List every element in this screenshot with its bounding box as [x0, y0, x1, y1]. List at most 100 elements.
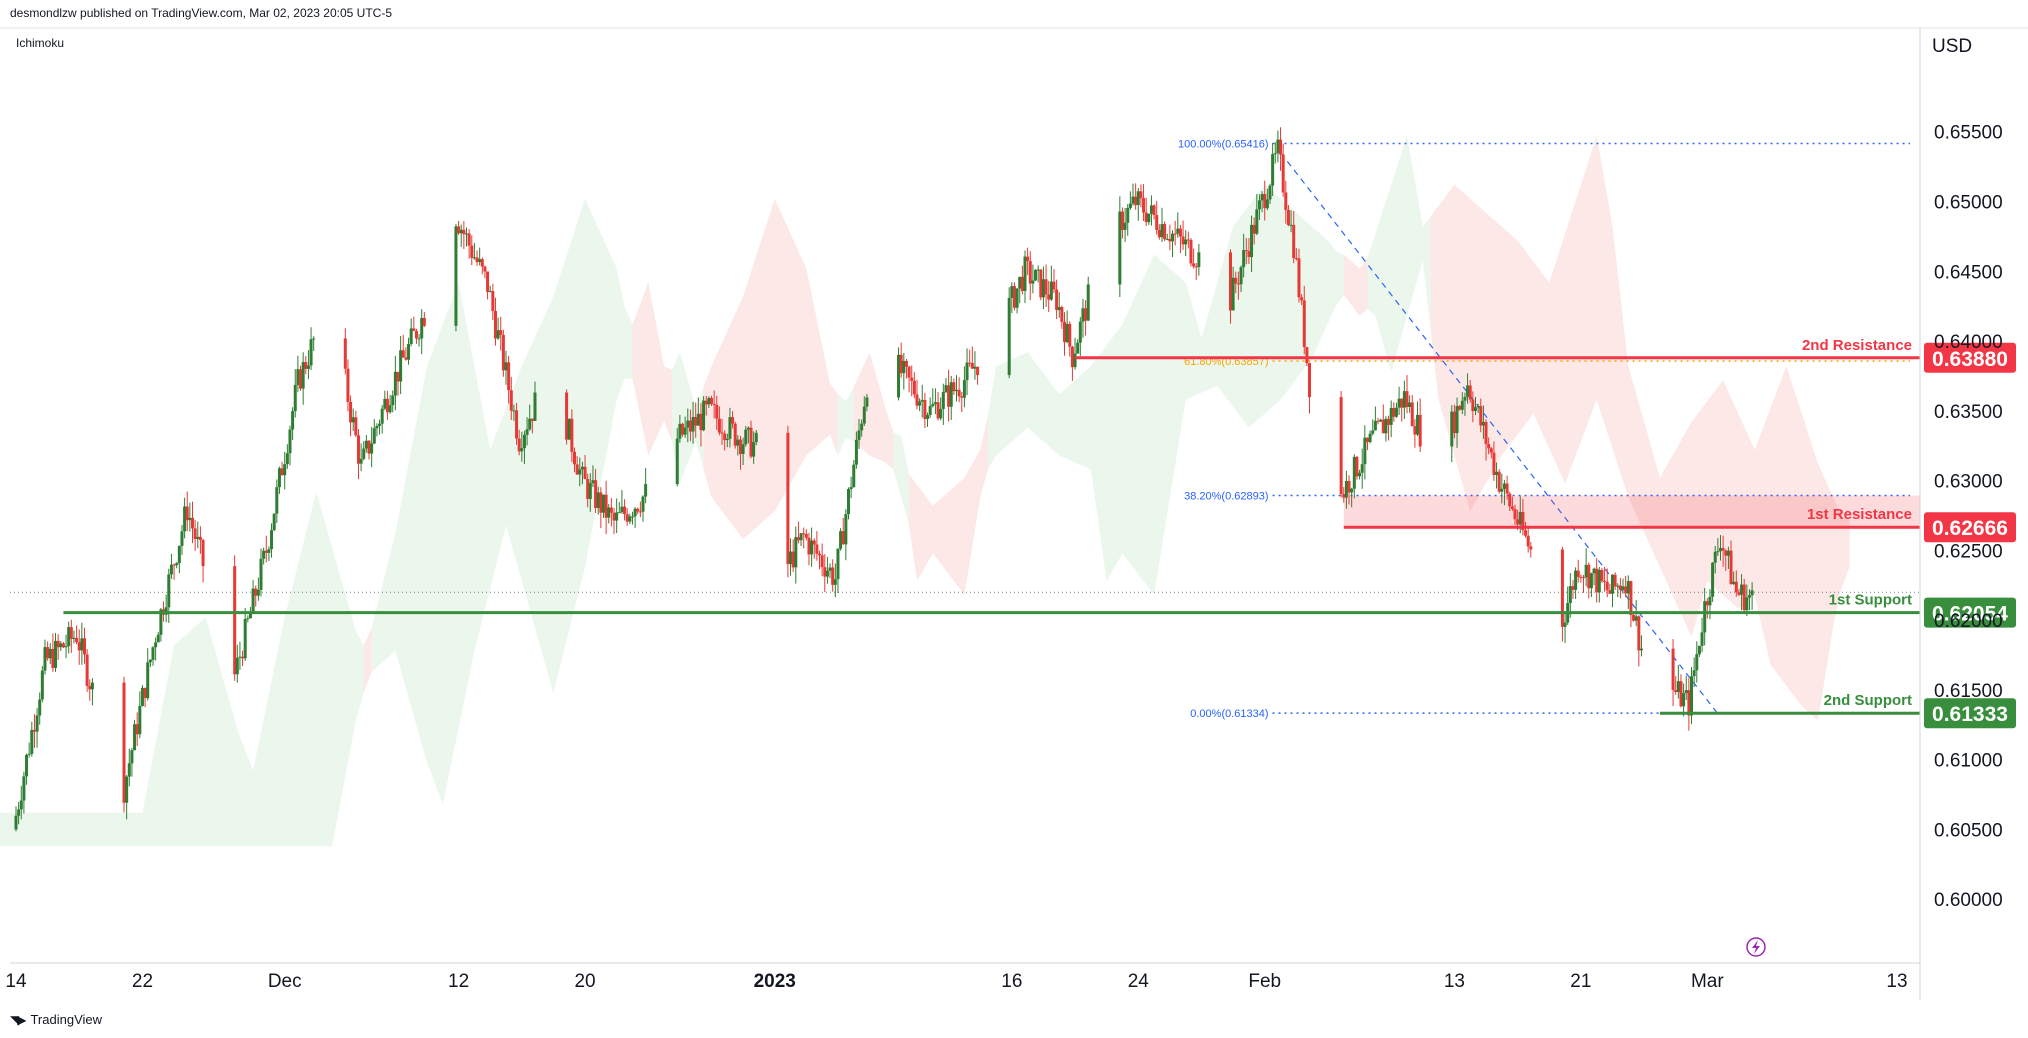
cloud-green	[0, 491, 364, 847]
candle-body	[1300, 297, 1304, 301]
candle-body	[198, 536, 202, 540]
candle-388	[1384, 416, 1388, 442]
candle-328	[1168, 224, 1172, 251]
candle-455	[1618, 578, 1622, 599]
candle-body	[754, 432, 758, 443]
candle-body	[40, 670, 44, 700]
candle-68	[251, 579, 255, 613]
candle-body	[823, 567, 827, 577]
candle-body	[1078, 321, 1082, 343]
candle-body	[1134, 196, 1138, 206]
candle-body	[623, 506, 627, 515]
candle-475	[1700, 617, 1704, 653]
candle-body	[804, 533, 808, 538]
candle-193	[696, 397, 700, 426]
candle-body	[1397, 398, 1401, 408]
candle-body	[301, 362, 305, 389]
candle-420	[1497, 469, 1501, 494]
candle-307	[1084, 300, 1088, 336]
candle-body	[404, 357, 408, 360]
candle-387	[1381, 404, 1385, 434]
candle-160	[580, 461, 584, 485]
candle-319	[1144, 197, 1148, 227]
candle-141	[501, 329, 505, 377]
candle-103	[372, 419, 376, 445]
candle-314	[1131, 183, 1135, 206]
candle-body	[1687, 690, 1691, 716]
candle-body	[27, 753, 31, 755]
candle-body	[51, 648, 55, 668]
candle-238	[844, 509, 848, 561]
candle-101	[367, 439, 371, 460]
candle-body	[38, 699, 42, 716]
candle-body	[462, 229, 466, 235]
candle-body	[1705, 601, 1709, 606]
candle-body	[1513, 508, 1517, 520]
candle-363	[1289, 210, 1293, 233]
candle-224	[807, 532, 811, 566]
candle-132	[478, 247, 482, 266]
candle-115	[404, 347, 408, 361]
publish-info: desmondlzw published on TradingView.com,…	[10, 6, 392, 20]
candle-body	[683, 427, 687, 435]
candle-body	[1460, 400, 1464, 410]
candle-288	[1034, 269, 1038, 282]
candle-body	[633, 508, 637, 517]
candle-222	[802, 527, 806, 549]
x-tick-label: Mar	[1691, 971, 1724, 992]
candle-385	[1376, 417, 1380, 425]
candle-195	[702, 396, 706, 432]
candle-body	[796, 537, 800, 541]
candle-322	[1152, 204, 1156, 220]
candle-body	[1674, 690, 1678, 692]
candle-body	[699, 413, 703, 431]
candle-257	[923, 392, 927, 429]
candle-body	[409, 328, 413, 345]
candle-108	[385, 390, 389, 420]
candle-410	[1471, 391, 1475, 423]
candle-382	[1368, 430, 1372, 444]
candle-body	[918, 401, 922, 406]
candle-body	[412, 328, 416, 331]
candle-body	[596, 492, 600, 508]
candle-338	[1194, 262, 1198, 280]
candle-body	[580, 466, 584, 470]
lightning-icon-bolt	[1752, 940, 1760, 954]
candles	[14, 127, 1754, 832]
candle-body	[712, 403, 716, 405]
candle-96	[354, 410, 358, 437]
candle-490	[1740, 574, 1744, 611]
candle-240	[849, 476, 853, 499]
candle-body	[1020, 276, 1024, 292]
candle-294	[1049, 265, 1053, 302]
candle-body	[1023, 256, 1027, 292]
candle-body	[1018, 276, 1022, 289]
candle-body	[25, 754, 29, 777]
candle-body	[533, 392, 537, 421]
candle-body	[285, 453, 289, 465]
candle-body	[243, 619, 247, 659]
candle-306	[1081, 298, 1085, 338]
candle-body	[944, 385, 948, 392]
candle-182	[638, 501, 642, 518]
candle-377	[1355, 455, 1359, 480]
candle-body	[1582, 577, 1585, 579]
candle-235	[836, 548, 840, 594]
candle-480	[1713, 546, 1717, 574]
candle-259	[928, 397, 932, 419]
candle-228	[818, 550, 822, 570]
candle-331	[1176, 212, 1180, 238]
x-tick-label: 14	[5, 971, 27, 992]
candle-body	[467, 233, 471, 246]
candle-body	[1405, 391, 1409, 407]
candle-body	[1192, 263, 1196, 267]
candle-body	[836, 548, 840, 580]
candle-247	[897, 347, 901, 401]
candle-body	[235, 657, 239, 675]
candle-305	[1078, 317, 1082, 357]
price-chart[interactable]: 100.00%(0.65416)61.80%(0.63857)38.20%(0.…	[0, 0, 2028, 1000]
candle-body	[1629, 581, 1633, 615]
footer-brand[interactable]: ◥▶ TradingView	[10, 1012, 102, 1027]
candle-body	[607, 507, 611, 518]
candle-body	[1173, 233, 1177, 235]
